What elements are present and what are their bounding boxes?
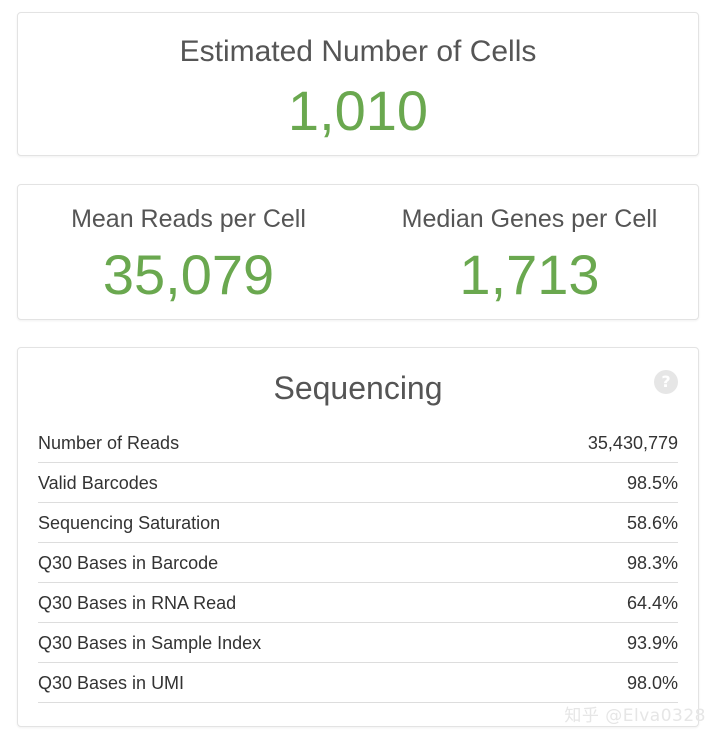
estimated-cells-value: 1,010: [287, 79, 429, 142]
row-value: 98.3%: [626, 552, 678, 573]
row-label: Q30 Bases in UMI: [38, 672, 185, 693]
row-label: Valid Barcodes: [38, 472, 158, 493]
row-label: Q30 Bases in Barcode: [38, 552, 219, 573]
row-label: Sequencing Saturation: [38, 512, 221, 533]
table-row: Q30 Bases in UMI 98.0%: [38, 663, 678, 703]
question-circle-icon[interactable]: ?: [654, 370, 678, 394]
mean-reads-label: Mean Reads per Cell: [71, 205, 306, 233]
median-genes-label: Median Genes per Cell: [401, 205, 658, 233]
row-label: Q30 Bases in Sample Index: [38, 632, 262, 653]
table-row: Valid Barcodes 98.5%: [38, 463, 678, 503]
row-label: Q30 Bases in RNA Read: [38, 592, 237, 613]
sequencing-table: Number of Reads 35,430,779 Valid Barcode…: [38, 423, 678, 703]
table-row: Q30 Bases in Sample Index 93.9%: [38, 623, 678, 663]
median-genes-value: 1,713: [459, 243, 600, 306]
row-value: 35,430,779: [587, 432, 678, 453]
row-label: Number of Reads: [38, 432, 180, 453]
mean-reads-panel: Mean Reads per Cell 35,079: [18, 185, 359, 319]
table-row: Q30 Bases in Barcode 98.3%: [38, 543, 678, 583]
table-row: Number of Reads 35,430,779: [38, 423, 678, 463]
row-value: 98.5%: [626, 472, 678, 493]
table-row: Q30 Bases in RNA Read 64.4%: [38, 583, 678, 623]
table-row: Sequencing Saturation 58.6%: [38, 503, 678, 543]
reads-genes-card: Mean Reads per Cell 35,079 Median Genes …: [17, 184, 699, 320]
estimated-cells-card: Estimated Number of Cells 1,010: [17, 12, 699, 156]
sequencing-card: Sequencing ? Number of Reads 35,430,779 …: [17, 347, 699, 727]
estimated-cells-label: Estimated Number of Cells: [179, 35, 537, 68]
row-value: 93.9%: [626, 632, 678, 653]
row-value: 64.4%: [626, 592, 678, 613]
sequencing-title: Sequencing: [273, 370, 443, 406]
mean-reads-value: 35,079: [102, 243, 275, 306]
row-value: 58.6%: [626, 512, 678, 533]
median-genes-panel: Median Genes per Cell 1,713: [359, 185, 700, 319]
watermark-text: 知乎 @Elva0328: [564, 706, 706, 726]
row-value: 98.0%: [626, 672, 678, 693]
